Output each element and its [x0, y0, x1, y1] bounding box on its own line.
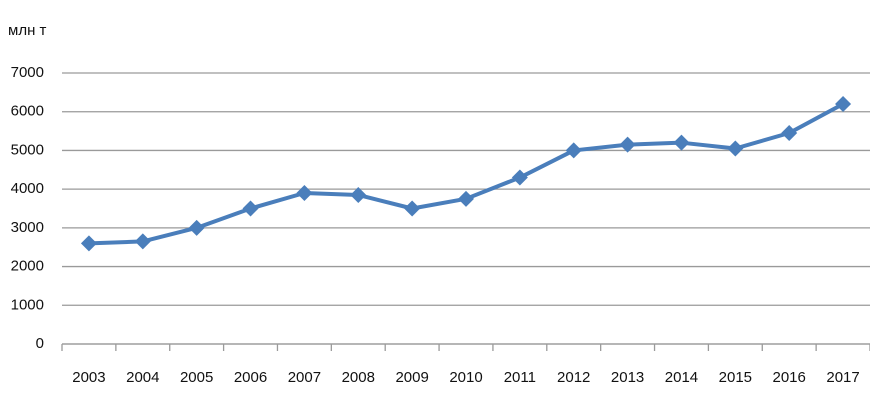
marker	[565, 142, 582, 159]
x-tick-label: 2013	[611, 369, 644, 386]
x-tick-label: 2012	[557, 369, 590, 386]
marker	[134, 233, 151, 250]
y-tick-label: 5000	[11, 141, 44, 158]
x-tick-label: 2015	[719, 369, 752, 386]
x-tick-label: 2014	[665, 369, 698, 386]
y-tick-label: 1000	[11, 296, 44, 313]
y-axis-label: млн т	[8, 22, 47, 39]
y-tick-label: 7000	[11, 64, 44, 81]
y-tick-label: 3000	[11, 219, 44, 236]
marker	[511, 169, 528, 186]
marker	[404, 200, 421, 217]
marker	[242, 200, 259, 217]
x-tick-label: 2006	[234, 369, 267, 386]
x-tick-label: 2010	[449, 369, 482, 386]
y-tick-label: 6000	[11, 103, 44, 120]
x-tick-label: 2009	[395, 369, 428, 386]
x-tick-label: 2003	[72, 369, 105, 386]
y-tick-label: 0	[36, 335, 44, 352]
x-tick-label: 2005	[180, 369, 213, 386]
line	[88, 102, 845, 246]
marker	[727, 140, 744, 157]
x-tick-label: 2016	[773, 369, 806, 386]
marker	[673, 134, 690, 151]
marker	[835, 95, 852, 112]
x-tick-label: 2008	[342, 369, 375, 386]
y-tick-label: 4000	[11, 180, 44, 197]
y-tick-label: 2000	[11, 258, 44, 275]
marker	[80, 235, 97, 252]
x-tick-label: 2007	[288, 369, 321, 386]
x-tick-label: 2004	[126, 369, 159, 386]
x-tick-label: 2011	[504, 369, 536, 386]
marker	[458, 190, 474, 207]
marker	[619, 136, 636, 153]
marker	[350, 186, 367, 203]
marker	[781, 125, 798, 142]
marker	[188, 219, 205, 236]
marker	[296, 185, 313, 202]
x-tick-label: 2017	[826, 369, 859, 386]
